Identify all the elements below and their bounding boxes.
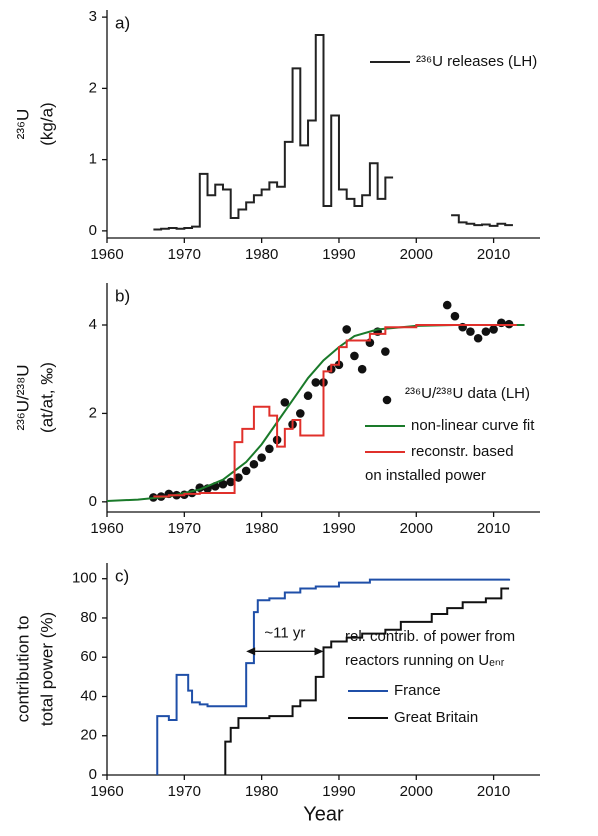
data-point (280, 398, 290, 407)
legend-label: non-linear curve fit (411, 417, 535, 434)
data-point (342, 325, 351, 334)
x-tick-label: 2000 (400, 520, 433, 537)
data-point (481, 327, 491, 336)
x-tick-label: 2010 (477, 246, 510, 263)
data-point (442, 300, 452, 310)
data-point (296, 409, 305, 418)
data-point (226, 477, 236, 487)
y-tick-label: 20 (80, 727, 97, 744)
curve (106, 323, 525, 502)
y-tick-label: 4 (89, 316, 97, 333)
legend-label: ²³⁶U/²³⁸U data (LH) (405, 385, 530, 402)
x-tick-label: 1960 (90, 246, 123, 263)
step-line (153, 33, 513, 231)
y-axis-label: (kg/a) (37, 102, 56, 145)
y-axis-label: ²³⁶U (13, 109, 32, 140)
y-tick-label: 0 (89, 222, 97, 239)
step-line (153, 323, 517, 498)
data-point (218, 479, 228, 489)
y-tick-label: 0 (89, 493, 97, 510)
panel-label: a) (115, 13, 130, 32)
y-tick-label: 80 (80, 609, 97, 626)
data-point (350, 351, 359, 361)
data-point (303, 391, 313, 401)
legend-label: Great Britain (394, 709, 478, 726)
data-point (249, 459, 259, 469)
x-tick-label: 1970 (168, 783, 201, 800)
data-point (234, 473, 243, 482)
legend-label: ²³⁶U releases (LH) (416, 53, 537, 70)
y-tick-label: 3 (89, 8, 97, 25)
data-point (257, 453, 266, 462)
x-tick-label: 1990 (322, 783, 355, 800)
x-tick-label: 2010 (477, 783, 510, 800)
x-tick-label: 1970 (168, 246, 201, 263)
x-tick-label: 2010 (477, 520, 510, 537)
y-axis-label: total power (%) (37, 612, 56, 726)
y-tick-label: 2 (89, 79, 97, 96)
interval-label: ~11 yr (264, 624, 305, 641)
data-point (466, 327, 475, 336)
data-point (489, 325, 498, 334)
panel-label: c) (115, 566, 129, 585)
y-axis-label: ²³⁶U/²³⁸U (13, 364, 32, 430)
x-tick-label: 2000 (400, 246, 433, 263)
y-tick-label: 100 (72, 570, 97, 587)
x-tick-label: 1980 (245, 783, 278, 800)
legend-label: reconstr. based on installed power (365, 443, 514, 484)
y-tick-label: 1 (89, 151, 97, 168)
x-axis-label: Year (303, 803, 344, 825)
x-tick-label: 1960 (90, 520, 123, 537)
data-point (265, 444, 274, 454)
legend-label: France (394, 682, 441, 699)
y-axis-label: (at/at, ‰) (37, 362, 56, 433)
arrow-head (246, 647, 324, 656)
y-axis-label: contribution to (13, 616, 32, 723)
x-tick-label: 1980 (245, 246, 278, 263)
legend-marker (382, 395, 392, 405)
y-tick-label: 0 (89, 766, 97, 783)
x-tick-label: 1990 (322, 246, 355, 263)
data-point (450, 311, 460, 321)
data-point (357, 364, 367, 374)
y-tick-label: 2 (89, 404, 97, 421)
x-tick-label: 1970 (168, 520, 201, 537)
x-tick-label: 1980 (245, 520, 278, 537)
step-line (224, 587, 510, 775)
x-tick-label: 2000 (400, 783, 433, 800)
step-line (156, 578, 511, 775)
panel-label: b) (115, 286, 130, 305)
data-point (241, 466, 251, 476)
data-point (473, 333, 483, 343)
x-tick-label: 1960 (90, 783, 123, 800)
x-tick-label: 1990 (322, 520, 355, 537)
annotation: rel. contrib. of power from reactors runn… (345, 628, 515, 669)
y-tick-label: 60 (80, 648, 97, 665)
data-point (311, 378, 321, 387)
y-tick-label: 40 (80, 687, 97, 704)
data-point (381, 347, 390, 356)
